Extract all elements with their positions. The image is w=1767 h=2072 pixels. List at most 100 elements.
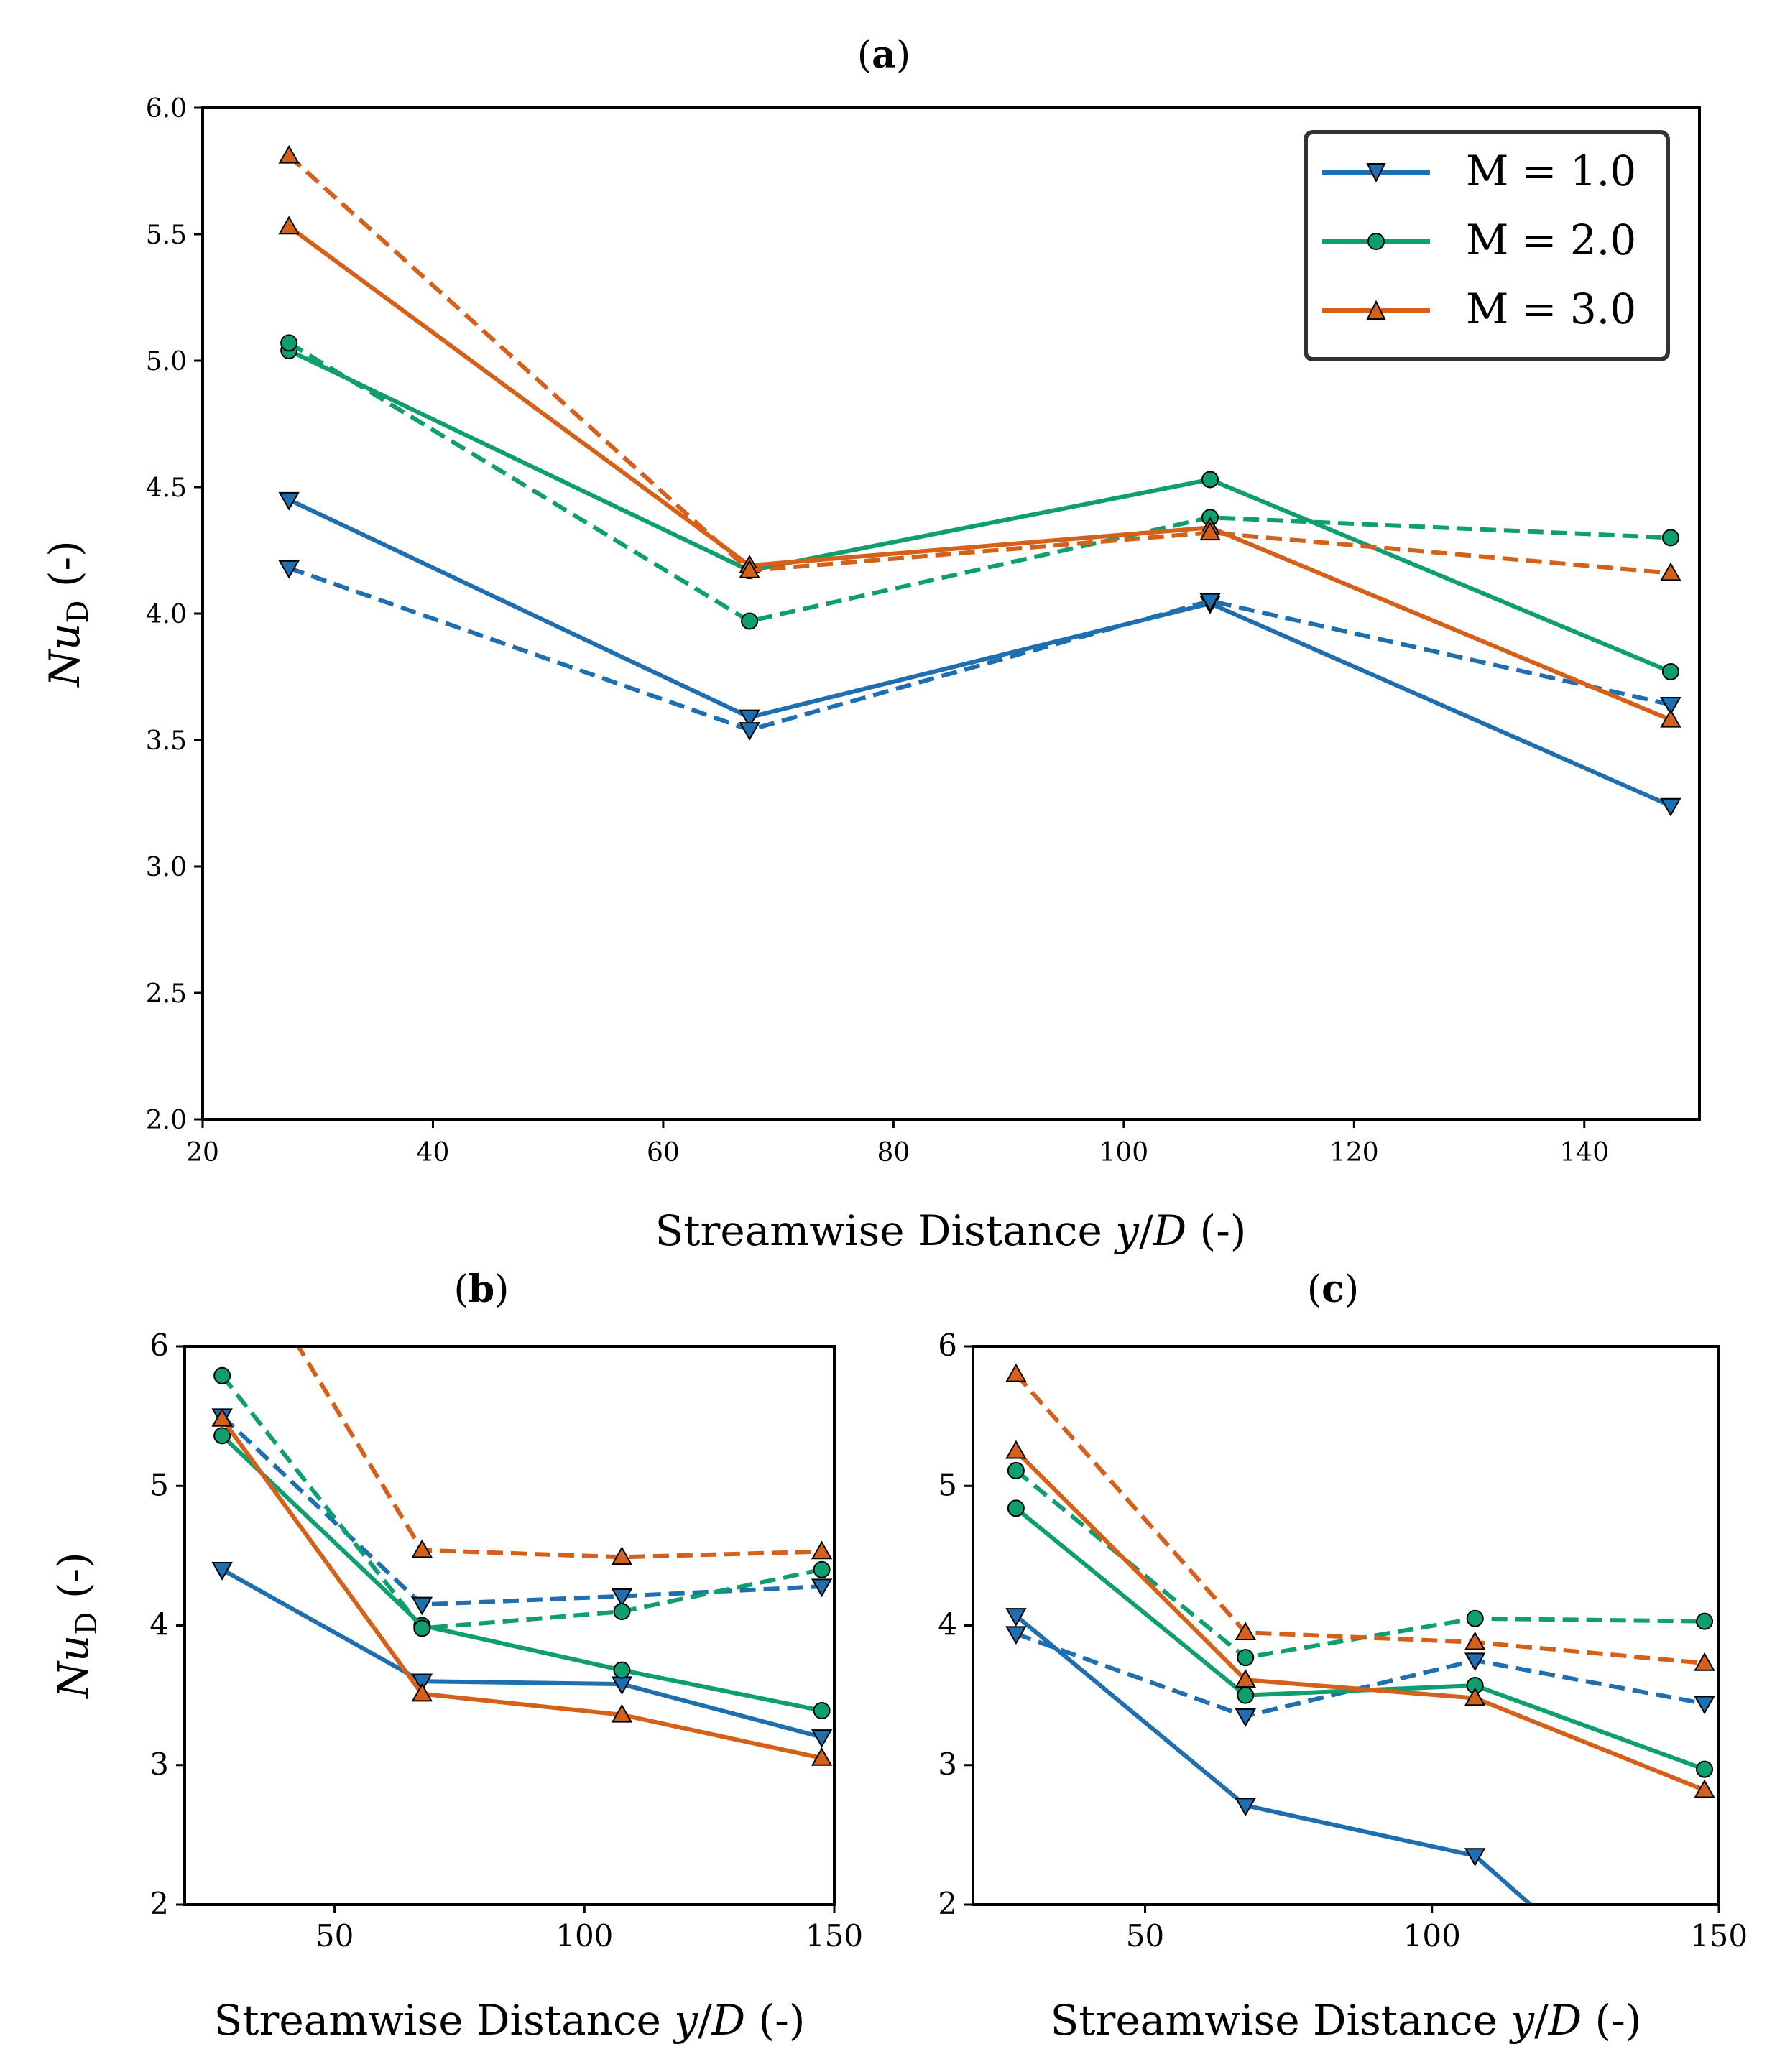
legend-label-m1: M = 1.0 xyxy=(1466,147,1636,195)
data-point-m20 xyxy=(1696,1760,1714,1778)
data-point-m30 xyxy=(611,1546,633,1565)
series-line-m30-solid xyxy=(287,225,1672,722)
y-tick-label: 4.0 xyxy=(146,600,187,629)
panel-b-y-axis-label: NuD (-) xyxy=(49,1552,103,1699)
data-point-m10 xyxy=(1694,1696,1715,1715)
y-tick-label: 4.5 xyxy=(146,473,187,503)
data-point-m20 xyxy=(413,1619,431,1637)
data-point-m30 xyxy=(213,1211,231,1228)
data-point-m10 xyxy=(739,709,760,729)
x-tick-label: 150 xyxy=(806,1918,863,1953)
data-point-m30 xyxy=(811,1747,833,1766)
series-line-m30-dashed xyxy=(1014,1372,1705,1665)
data-point-m30 xyxy=(1235,1669,1256,1688)
panel-b-x-axis-label: Streamwise Distance y/D (-) xyxy=(214,1996,806,2045)
y-tick-label: 2.0 xyxy=(146,1106,187,1135)
data-point-m10 xyxy=(411,1596,433,1616)
series-line-m20-dashed xyxy=(220,1374,823,1631)
panel-c-y-ticks: 2 3 4 5 6 xyxy=(938,1328,973,1921)
data-point-m30 xyxy=(739,560,760,578)
data-point-m30 xyxy=(811,1540,833,1560)
data-point-m30 xyxy=(1005,1440,1027,1459)
legend-marker-m2 xyxy=(1367,233,1385,250)
panel-b: (b) 2 3 4 5 6 50 100 150 Streamwise Distance y… xyxy=(49,1211,863,2045)
data-point-m20 xyxy=(213,1427,231,1445)
panel-c-plot-area xyxy=(1005,1363,1715,1905)
data-point-m10 xyxy=(1235,1708,1256,1727)
data-point-m10 xyxy=(1005,1626,1027,1645)
data-point-m30 xyxy=(1464,1631,1486,1650)
y-tick-label: 3 xyxy=(938,1747,957,1782)
y-tick-label: 2 xyxy=(938,1886,957,1921)
data-point-m20 xyxy=(1661,529,1679,547)
panel-c-title: (c) xyxy=(1307,1267,1359,1311)
panel-c-frame xyxy=(972,1345,1720,1906)
panel-a-x-ticks: 20 40 60 80 100 120 140 xyxy=(186,1119,1609,1167)
x-tick-label: 100 xyxy=(555,1918,613,1953)
x-tick-label: 100 xyxy=(1099,1138,1148,1167)
y-tick-label: 5 xyxy=(149,1467,169,1502)
data-point-m10 xyxy=(1199,593,1221,612)
data-point-m20 xyxy=(1696,1612,1714,1630)
panel-b-plot-area xyxy=(211,1211,833,1766)
data-point-m30 xyxy=(411,1539,433,1558)
data-point-m20 xyxy=(613,1603,631,1621)
data-point-m20 xyxy=(1007,1461,1025,1479)
data-point-m10 xyxy=(278,560,300,579)
y-tick-label: 3 xyxy=(149,1747,169,1782)
panel-b-frame xyxy=(183,1345,836,1906)
legend-label-m2: M = 2.0 xyxy=(1466,216,1636,264)
data-point-m20 xyxy=(813,1701,831,1719)
panel-a-y-axis-label: NuD (-) xyxy=(40,540,95,688)
legend-box xyxy=(1304,130,1670,361)
y-tick-label: 6 xyxy=(938,1328,957,1363)
series-line-m30-dashed xyxy=(295,1346,822,1560)
series-line-m30-solid xyxy=(1014,1449,1706,1793)
data-point-m20 xyxy=(813,1560,831,1578)
y-tick-label: 5.5 xyxy=(146,221,187,250)
data-point-m30 xyxy=(1464,1687,1486,1706)
data-point-m20 xyxy=(213,1366,231,1384)
data-point-m30 xyxy=(1199,522,1221,541)
data-point-m30 xyxy=(1694,1779,1715,1798)
panel-b-y-ticks: 2 3 4 5 6 xyxy=(149,1328,185,1921)
panel-a-y-ticks: 2.0 2.5 3.0 3.5 4.0 4.5 5.0 5.5 6.0 xyxy=(146,94,203,1135)
x-tick-label: 20 xyxy=(186,1138,219,1167)
series-line-m10-dashed xyxy=(221,1414,822,1607)
legend-marker-m1 xyxy=(1366,163,1386,183)
series-line-m20-solid xyxy=(287,348,1672,674)
y-tick-label: 5 xyxy=(938,1467,957,1502)
panel-b-x-ticks: 50 100 150 xyxy=(315,1905,863,1953)
data-point-m10 xyxy=(611,1588,633,1607)
data-point-m20 xyxy=(280,334,298,352)
series-line-m20-dashed xyxy=(1014,1469,1705,1660)
y-tick-label: 3.0 xyxy=(146,853,187,882)
data-point-m20 xyxy=(1237,1649,1255,1667)
x-tick-label: 150 xyxy=(1690,1918,1748,1953)
data-point-m30 xyxy=(278,144,300,164)
series-line-m30-solid xyxy=(220,1417,823,1760)
y-tick-label: 2 xyxy=(149,1886,169,1921)
x-tick-label: 40 xyxy=(417,1138,450,1167)
data-point-m20 xyxy=(1237,1686,1255,1704)
series-line-m30-dashed xyxy=(287,154,1671,575)
data-point-m10 xyxy=(1464,1652,1486,1672)
data-point-m30 xyxy=(1660,708,1681,728)
series-line-m20-dashed xyxy=(287,341,1671,624)
data-point-m10 xyxy=(811,1729,833,1748)
y-tick-label: 4 xyxy=(149,1607,169,1642)
panel-c-x-axis-label: Streamwise Distance y/D (-) xyxy=(1051,1996,1642,2045)
panel-a-plot-area xyxy=(278,144,1681,817)
data-point-m10 xyxy=(739,722,760,741)
y-tick-label: 2.5 xyxy=(146,979,187,1009)
data-point-m10 xyxy=(1464,1848,1486,1867)
y-tick-label: 4 xyxy=(938,1607,957,1642)
data-point-m20 xyxy=(741,612,759,630)
y-tick-label: 6.0 xyxy=(146,94,187,124)
legend-label-m3: M = 3.0 xyxy=(1466,285,1636,333)
x-tick-label: 50 xyxy=(1126,1918,1164,1953)
data-point-m10 xyxy=(1660,797,1681,817)
panel-c: (c) 2 3 4 5 6 50 100 150 Streamwise Distance y… xyxy=(938,1267,1748,2045)
data-point-m20 xyxy=(1201,471,1219,489)
